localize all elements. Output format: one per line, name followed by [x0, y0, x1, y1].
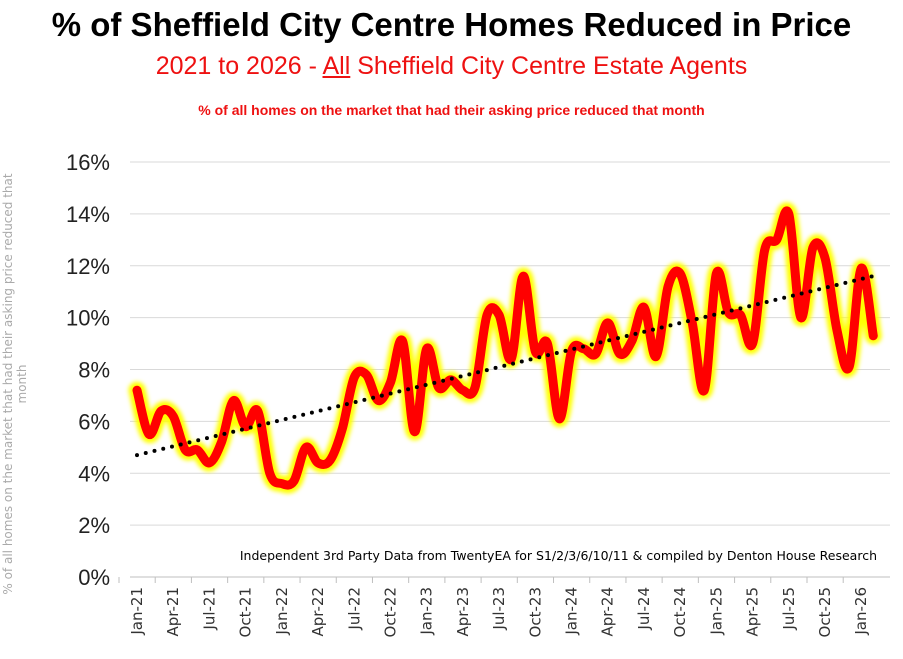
x-tick-label: Jan-26 — [852, 587, 870, 636]
chart-note: % of all homes on the market that had th… — [198, 102, 705, 118]
y-tick-label: 6% — [78, 409, 110, 434]
y-tick-label: 4% — [78, 461, 110, 486]
x-tick-label: Apr-21 — [164, 587, 182, 637]
x-tick-label: Jan-24 — [563, 587, 581, 636]
y-tick-label: 0% — [78, 565, 110, 590]
x-tick-label: Apr-25 — [744, 587, 762, 637]
x-tick-labels: Jan-21 Apr-21 Jul-21 Oct-21 Jan-22 Apr-22 Jul-… — [128, 587, 870, 637]
x-tick-label: Oct-22 — [381, 587, 399, 637]
x-tick-label: Oct-24 — [671, 587, 689, 637]
x-tick-label: Apr-23 — [454, 587, 472, 637]
subtitle-part: Sheffield City Centre Estate Agents — [350, 52, 748, 80]
x-tick-label: Jan-23 — [418, 587, 436, 636]
x-tick-label: Oct-21 — [237, 587, 255, 637]
data-points — [136, 213, 874, 484]
x-tick-label: Jan-22 — [273, 587, 291, 636]
x-tick-label: Jul-23 — [490, 587, 508, 631]
chart-subtitle: 2021 to 2026 - All Sheffield City Centre… — [0, 52, 903, 81]
x-tick-label: Oct-23 — [526, 587, 544, 637]
x-tick-label: Apr-22 — [309, 587, 327, 637]
y-tick-label: 16% — [66, 150, 110, 175]
chart-title: % of Sheffield City Centre Homes Reduced… — [51, 6, 852, 43]
trendline — [135, 274, 876, 458]
y-tick-label: 10% — [66, 306, 110, 331]
series — [128, 202, 882, 494]
x-tick-label: Oct-25 — [816, 587, 834, 637]
x-tick-label: Jan-25 — [707, 587, 725, 636]
subtitle-underlined: All — [322, 52, 351, 80]
x-tick-label: Jul-21 — [200, 587, 218, 631]
y-tick-label: 12% — [66, 254, 110, 279]
x-tick-label: Jul-24 — [635, 587, 653, 631]
gridlines — [118, 161, 890, 583]
trendline-dotted — [135, 274, 876, 458]
x-tick-label: Jul-25 — [780, 587, 798, 631]
y-tick-label: 14% — [66, 202, 110, 227]
y-tick-label: 8% — [78, 358, 110, 383]
x-tick-label: Jan-21 — [128, 587, 146, 636]
y-tick-label: 2% — [78, 513, 110, 538]
subtitle-part: 2021 to 2026 - — [155, 52, 323, 80]
x-tick-label: Apr-24 — [599, 587, 617, 637]
x-tick-label: Jul-22 — [345, 587, 363, 631]
source-annotation: Independent 3rd Party Data from TwentyEA… — [239, 548, 877, 563]
y-tick-labels: 0% 2% 4% 6% 8% 10% 12% 14% 16% — [66, 150, 110, 590]
series-line — [132, 206, 878, 490]
